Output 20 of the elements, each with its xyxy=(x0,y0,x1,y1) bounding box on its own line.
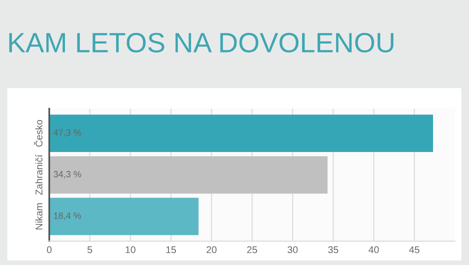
x-tick-label: 10 xyxy=(126,246,136,254)
data-label: 47,3 % xyxy=(54,129,82,137)
x-tick-label: 25 xyxy=(247,246,258,254)
x-tick-label: 35 xyxy=(328,246,338,254)
chart-title: KAM LETOS NA DOVOLENOU xyxy=(9,32,394,53)
data-label: 34,3 % xyxy=(54,170,82,178)
data-label: 18,4 % xyxy=(54,212,82,220)
bar xyxy=(49,156,328,194)
y-tick-label: Česko xyxy=(34,120,42,147)
x-tick-label: 40 xyxy=(368,246,379,254)
y-tick-label: Zahraničí xyxy=(35,154,42,195)
y-tick-label: Nikam xyxy=(35,203,42,230)
x-tick-label: 20 xyxy=(206,246,217,254)
bar xyxy=(49,198,199,236)
bar xyxy=(49,114,434,152)
x-tick-label: 30 xyxy=(288,246,298,254)
x-tick-label: 5 xyxy=(88,246,92,254)
x-tick-label: 0 xyxy=(46,246,52,254)
x-tick-label: 45 xyxy=(409,246,420,254)
x-tick-label: 15 xyxy=(166,246,176,254)
